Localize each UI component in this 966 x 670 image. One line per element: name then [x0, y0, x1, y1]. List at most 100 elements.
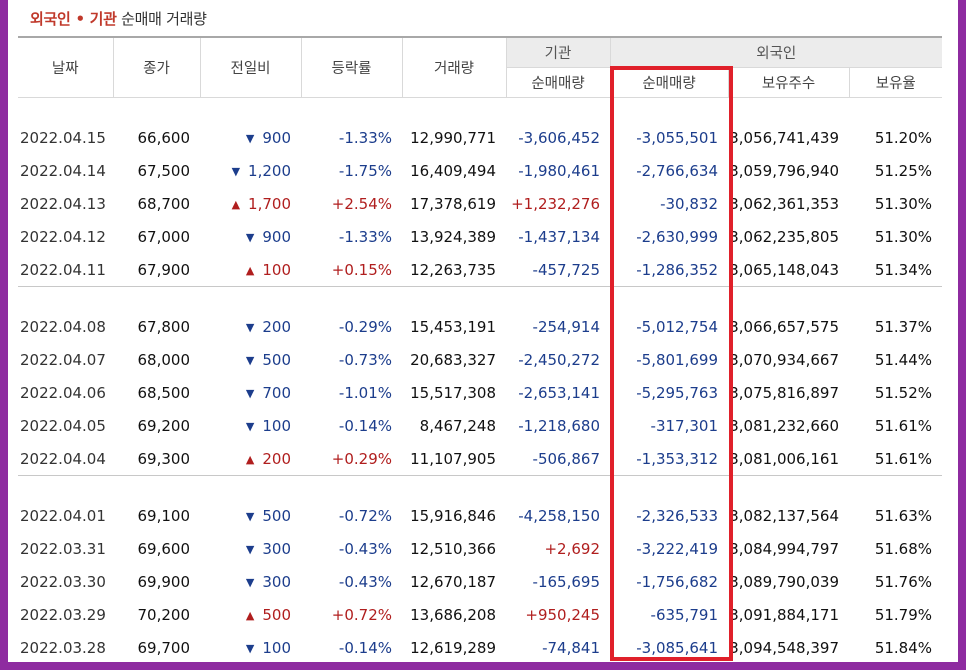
foreign-net-cell: -317,301	[650, 416, 718, 435]
group-spacer	[18, 476, 942, 499]
institution-net-cell: -4,258,150	[518, 506, 600, 525]
institution-net-cell: +1,232,276	[511, 194, 600, 213]
table-row: 2022.04.01 69,100 ▼ 500 -0.72% 15,916,846 -4,2…	[18, 499, 942, 532]
change-value: 300	[262, 572, 291, 591]
change-cell: ▼ 300	[200, 532, 301, 565]
foreign-ratio-cell: 51.68%	[874, 539, 933, 558]
triangle-down-icon: ▼	[245, 230, 255, 244]
foreign-net-cell: -5,801,699	[636, 350, 718, 369]
change-cell: ▼ 500	[200, 499, 301, 532]
volume-cell: 20,683,327	[410, 350, 496, 369]
date-cell: 2022.04.14	[20, 161, 106, 180]
triangle-down-icon: ▼	[245, 320, 255, 334]
table-row: 2022.04.15 66,600 ▼ 900 -1.33% 12,990,771 -3,6…	[18, 121, 942, 154]
header-foreign-shares: 보유주수	[727, 67, 850, 98]
change-value: 500	[262, 506, 291, 525]
close-cell: 67,900	[137, 260, 191, 279]
foreign-shares-cell: 3,081,232,660	[729, 416, 839, 435]
header-volume: 거래량	[401, 38, 507, 98]
group-separator	[18, 475, 943, 476]
table-row: 2022.03.29 70,200 ▲ 500 +0.72% 13,686,208 +950…	[18, 598, 942, 631]
close-cell: 67,800	[137, 317, 191, 336]
change-cell: ▼ 900	[200, 220, 301, 253]
date-cell: 2022.04.04	[20, 449, 106, 468]
foreign-ratio-cell: 51.52%	[874, 383, 933, 402]
change-cell: ▼ 500	[200, 343, 301, 376]
triangle-up-icon: ▲	[231, 197, 241, 211]
date-cell: 2022.03.30	[20, 572, 106, 591]
header-change: 전일비	[199, 38, 302, 98]
change-value: 1,200	[248, 161, 291, 180]
foreign-net-cell: -1,756,682	[636, 572, 718, 591]
volume-cell: 12,990,771	[410, 128, 496, 147]
change-cell: ▼ 100	[200, 409, 301, 442]
foreign-ratio-cell: 51.25%	[874, 161, 933, 180]
header-date: 날짜	[18, 38, 114, 98]
close-cell: 68,000	[137, 350, 191, 369]
change-cell: ▼ 700	[200, 376, 301, 409]
rate-cell: -0.72%	[338, 506, 392, 525]
change-cell: ▼ 200	[200, 310, 301, 343]
triangle-down-icon: ▼	[245, 575, 255, 589]
header-institution-net: 순매매량	[505, 67, 611, 98]
rate-cell: -1.33%	[338, 128, 392, 147]
foreign-shares-cell: 3,084,994,797	[729, 539, 839, 558]
rate-cell: +0.29%	[331, 449, 392, 468]
volume-cell: 16,409,494	[410, 161, 496, 180]
volume-cell: 11,107,905	[410, 449, 496, 468]
date-cell: 2022.04.15	[20, 128, 106, 147]
change-value: 500	[262, 350, 291, 369]
change-value: 100	[262, 260, 291, 279]
foreign-shares-cell: 3,089,790,039	[729, 572, 839, 591]
date-cell: 2022.03.28	[20, 638, 106, 657]
rate-cell: -0.29%	[338, 317, 392, 336]
net-trading-table: 날짜 종가 전일비 등락률 거래량 기관 외국인 순매매량 순매매량 보유주수 …	[18, 38, 943, 662]
close-cell: 68,500	[137, 383, 191, 402]
foreign-shares-cell: 3,056,741,439	[729, 128, 839, 147]
table-row: 2022.04.08 67,800 ▼ 200 -0.29% 15,453,191 -254…	[18, 310, 942, 343]
triangle-down-icon: ▼	[245, 641, 255, 655]
volume-cell: 13,924,389	[410, 227, 496, 246]
date-cell: 2022.04.11	[20, 260, 106, 279]
group-spacer	[18, 287, 942, 310]
date-cell: 2022.04.01	[20, 506, 106, 525]
rate-cell: -1.01%	[338, 383, 392, 402]
close-cell: 67,000	[137, 227, 191, 246]
date-cell: 2022.03.29	[20, 605, 106, 624]
foreign-ratio-cell: 51.63%	[874, 506, 933, 525]
title-separator: •	[70, 10, 90, 28]
institution-net-cell: +950,245	[525, 605, 600, 624]
institution-net-cell: -3,606,452	[518, 128, 600, 147]
change-cell: ▼ 900	[200, 121, 301, 154]
change-cell: ▲ 500	[200, 598, 301, 631]
header-rate: 등락률	[300, 38, 403, 98]
close-cell: 69,300	[137, 449, 191, 468]
triangle-down-icon: ▼	[245, 509, 255, 523]
foreign-ratio-cell: 51.84%	[874, 638, 933, 657]
close-cell: 67,500	[137, 161, 191, 180]
close-cell: 68,700	[137, 194, 191, 213]
foreign-ratio-cell: 51.20%	[874, 128, 933, 147]
volume-cell: 8,467,248	[419, 416, 496, 435]
foreign-shares-cell: 3,070,934,667	[729, 350, 839, 369]
rate-cell: -0.14%	[338, 638, 392, 657]
foreign-ratio-cell: 51.30%	[874, 227, 933, 246]
triangle-down-icon: ▼	[245, 386, 255, 400]
triangle-down-icon: ▼	[231, 164, 241, 178]
foreign-shares-cell: 3,066,657,575	[729, 317, 839, 336]
close-cell: 66,600	[137, 128, 191, 147]
foreign-shares-cell: 3,075,816,897	[729, 383, 839, 402]
close-cell: 69,900	[137, 572, 191, 591]
foreign-net-cell: -3,055,501	[636, 128, 718, 147]
institution-net-cell: -506,867	[532, 449, 600, 468]
date-cell: 2022.03.31	[20, 539, 106, 558]
date-cell: 2022.04.05	[20, 416, 106, 435]
table-row: 2022.04.13 68,700 ▲ 1,700 +2.54% 17,378,619 +1…	[18, 187, 942, 220]
change-value: 100	[262, 416, 291, 435]
foreign-shares-cell: 3,094,548,397	[729, 638, 839, 657]
foreign-net-cell: -5,012,754	[636, 317, 718, 336]
header-close: 종가	[112, 38, 201, 98]
title-suffix: 순매매 거래량	[116, 10, 207, 28]
table-row: 2022.04.06 68,500 ▼ 700 -1.01% 15,517,308 -2,6…	[18, 376, 942, 409]
table-row: 2022.04.14 67,500 ▼ 1,200 -1.75% 16,409,494 -1…	[18, 154, 942, 187]
